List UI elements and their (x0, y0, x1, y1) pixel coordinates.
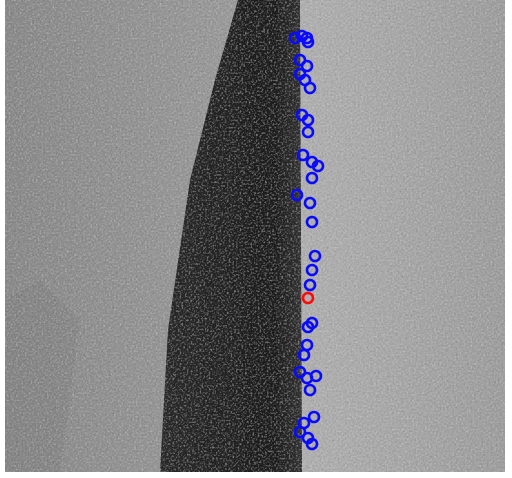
blue-marker (301, 113, 315, 127)
blue-marker (303, 196, 317, 210)
blue-marker (311, 159, 325, 173)
blue-marker (305, 215, 319, 229)
dark-region (160, 0, 302, 472)
blue-marker (300, 59, 314, 73)
blue-marker (293, 53, 307, 67)
blue-marker (301, 320, 315, 334)
blue-marker (301, 125, 315, 139)
shade (5, 280, 80, 472)
blue-marker (297, 348, 311, 362)
blue-marker (296, 148, 310, 162)
blue-marker (301, 35, 315, 49)
blue-marker (303, 81, 317, 95)
blue-marker (293, 365, 307, 379)
background-right (300, 0, 505, 472)
blue-marker (305, 171, 319, 185)
blue-marker (290, 188, 304, 202)
blue-marker (309, 369, 323, 383)
photo (5, 0, 505, 472)
red-marker (301, 291, 315, 305)
blue-marker (307, 410, 321, 424)
blue-marker (305, 437, 319, 451)
blue-marker (293, 425, 307, 439)
blue-marker (305, 263, 319, 277)
blue-marker (303, 383, 317, 397)
markers (288, 29, 325, 451)
blue-marker (288, 31, 302, 45)
blue-marker (303, 278, 317, 292)
blue-marker (308, 249, 322, 263)
